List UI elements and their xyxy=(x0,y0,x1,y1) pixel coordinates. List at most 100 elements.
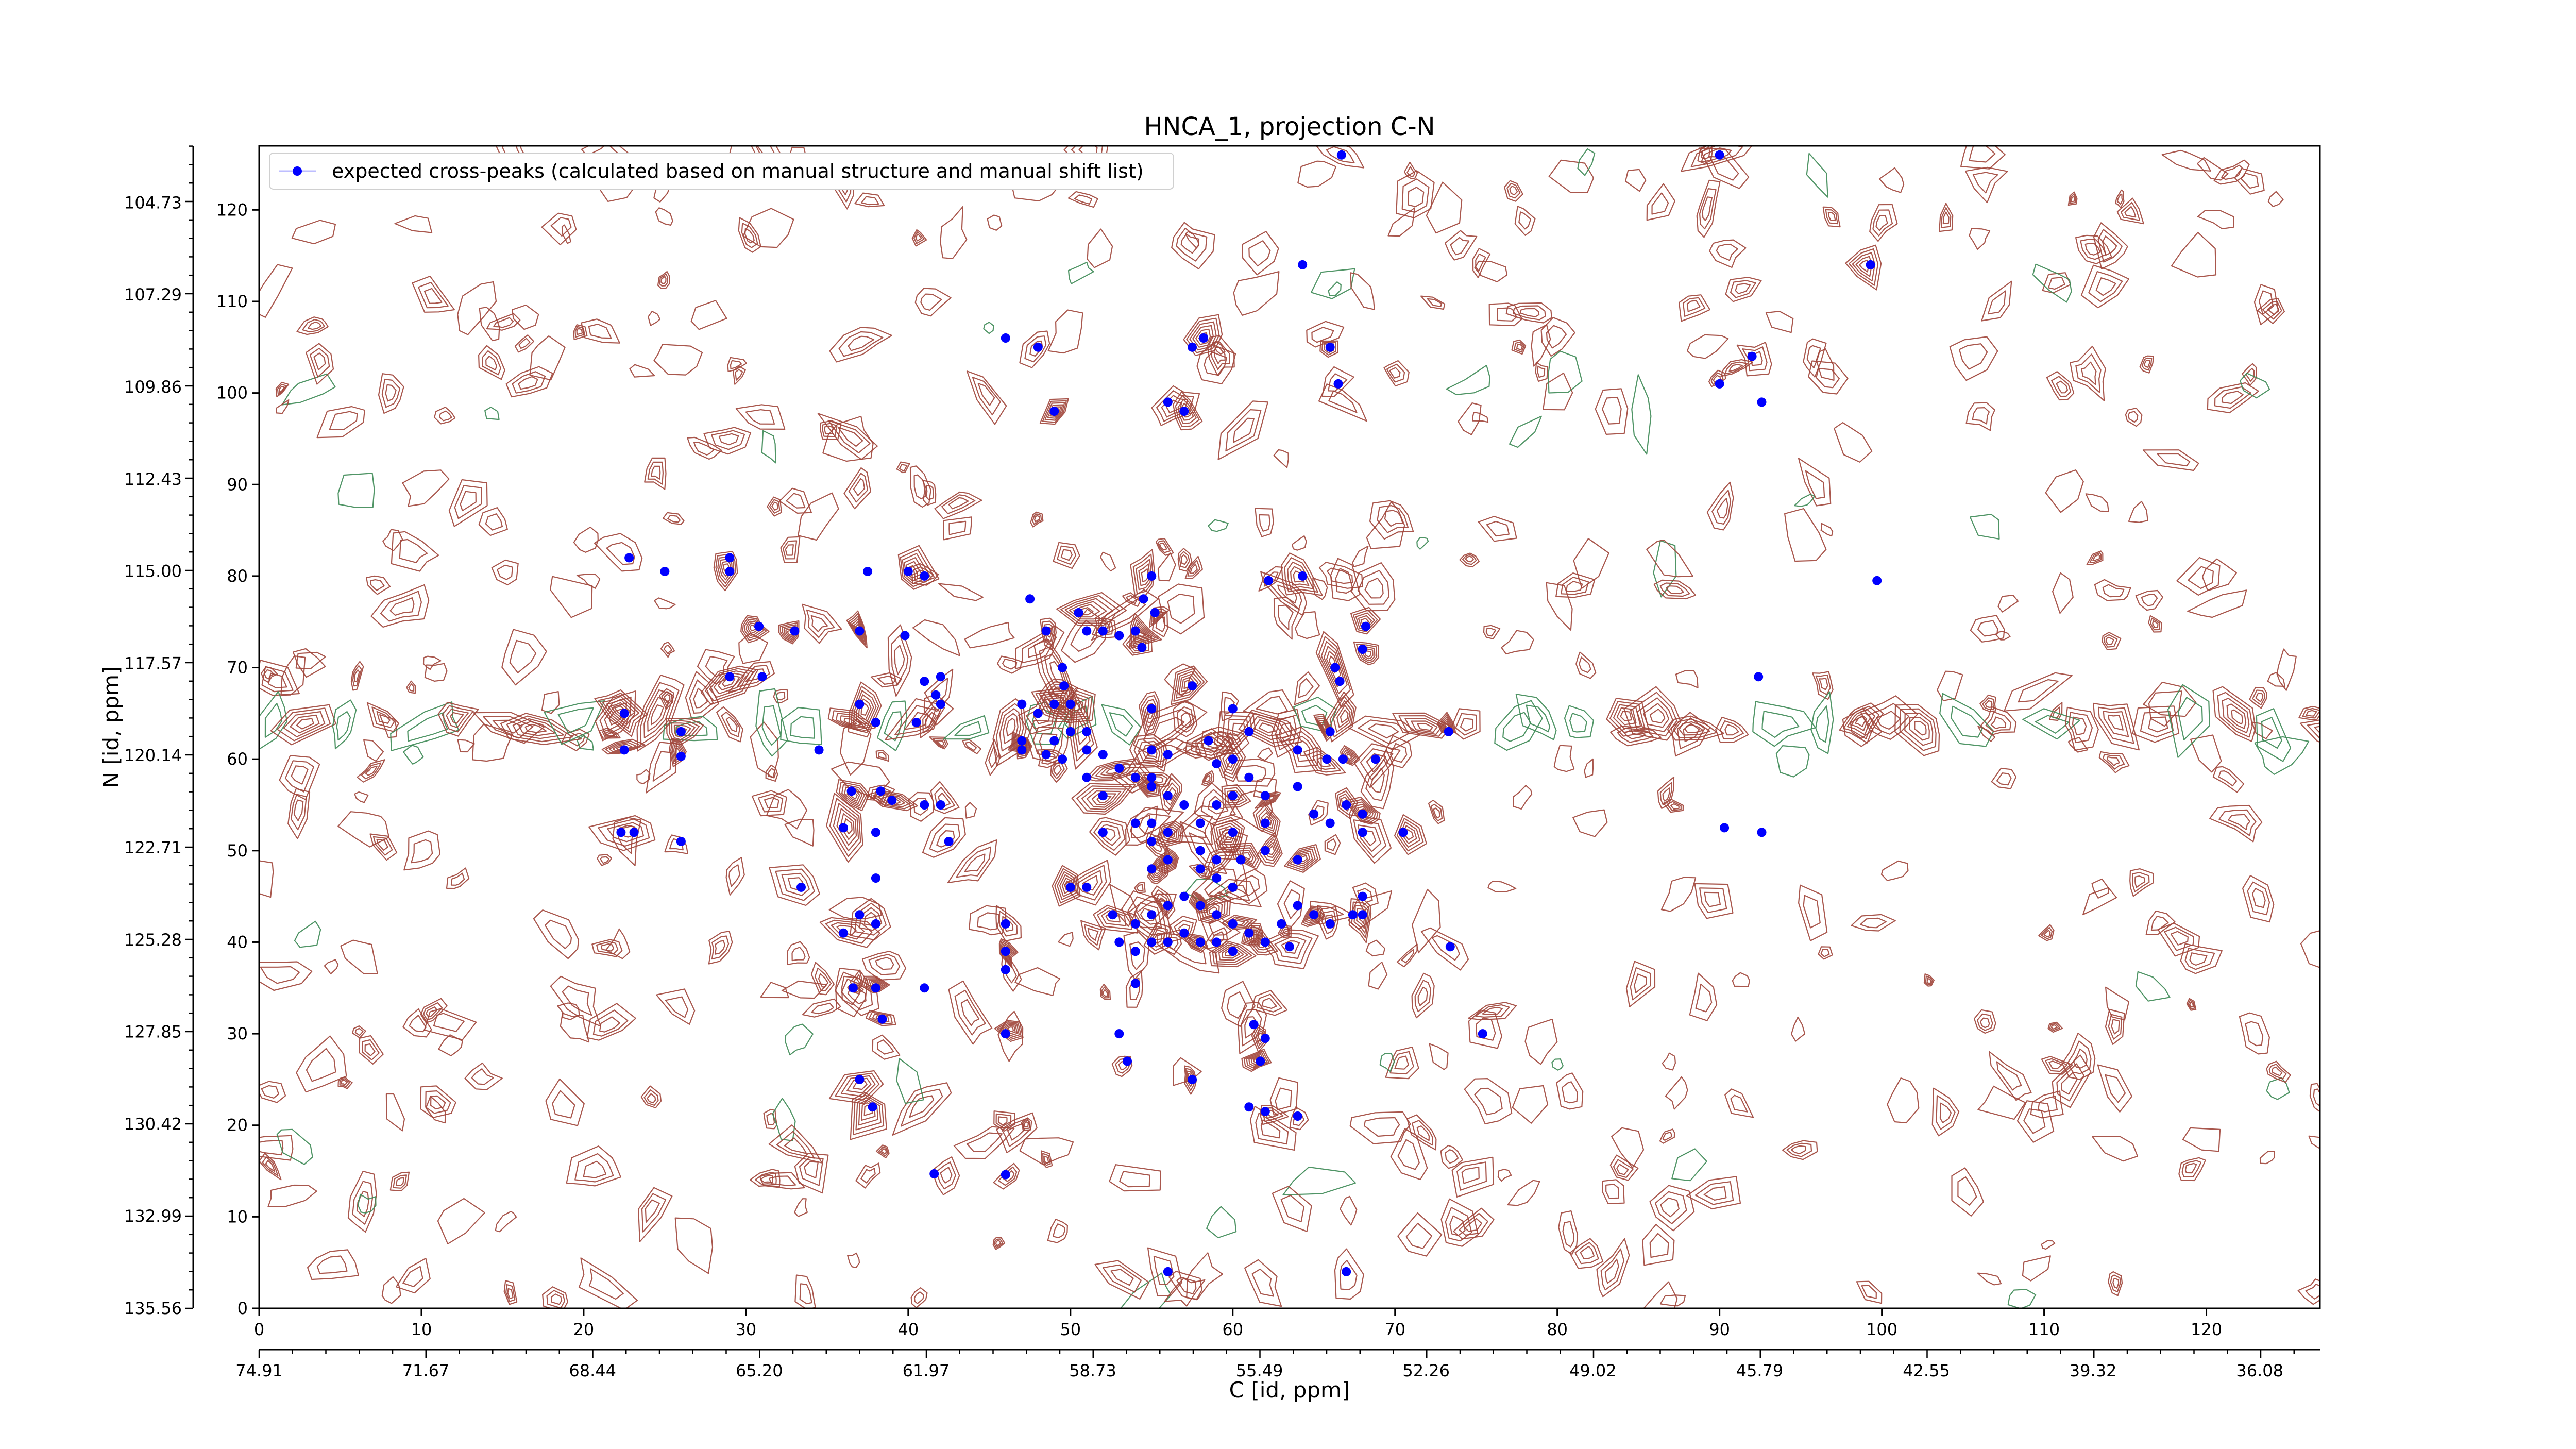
contour-ring xyxy=(2112,1277,2120,1289)
contour-ring xyxy=(896,1058,924,1104)
contour-ring xyxy=(1179,551,1190,568)
contour-ring xyxy=(940,206,968,259)
contour-ring xyxy=(1257,747,1273,761)
contour-ring xyxy=(2004,672,2073,712)
x-tick-label: 70 xyxy=(1384,1320,1405,1339)
contour-ring xyxy=(2116,193,2123,205)
contour-ring xyxy=(1389,367,1401,379)
contour-ring xyxy=(1187,560,1200,577)
contour-ring xyxy=(1057,871,1077,900)
contour-ring xyxy=(977,383,995,406)
contour-ring xyxy=(382,529,403,551)
contour-ring xyxy=(2093,222,2128,269)
contour-ring xyxy=(1996,772,2012,786)
contour-ring xyxy=(844,786,863,804)
contour-ring xyxy=(409,1015,427,1033)
contour-ring xyxy=(2030,1090,2064,1119)
contour-ring xyxy=(1355,644,1378,664)
contour-ring xyxy=(850,685,879,733)
contour-ring xyxy=(1851,914,1896,932)
contour-ring xyxy=(1502,712,1532,742)
contour-ring xyxy=(1175,395,1200,427)
contour-ring xyxy=(1326,146,1355,163)
contour-ring xyxy=(2197,210,2234,229)
contour-ring xyxy=(316,406,365,439)
contour-ring xyxy=(2108,1271,2123,1296)
contour-ring xyxy=(1173,700,1198,737)
contour-ring xyxy=(380,591,422,622)
contour-ring xyxy=(1679,721,1710,736)
contour-ring xyxy=(966,370,1007,425)
contour-ring xyxy=(1076,785,1131,813)
contour-ring xyxy=(1431,935,1460,961)
contour-ring xyxy=(657,271,670,289)
contour-ring xyxy=(259,691,288,750)
contour-ring xyxy=(1446,365,1490,395)
contour-ring xyxy=(1894,704,1940,756)
cross-peak xyxy=(1130,947,1140,956)
cross-peak xyxy=(1228,947,1238,956)
cross-peak xyxy=(676,837,686,846)
contour-ring xyxy=(685,671,720,719)
contour-ring xyxy=(1507,1180,1540,1206)
contour-ring xyxy=(394,215,433,233)
cross-peak xyxy=(1444,727,1453,736)
contour-ring xyxy=(705,656,728,677)
cross-peak xyxy=(1049,407,1059,416)
contour-ring xyxy=(450,872,465,886)
contour-ring xyxy=(2115,189,2125,209)
contour-ring xyxy=(2213,159,2250,185)
contour-ring xyxy=(1701,147,1732,163)
contour-ring xyxy=(1389,1051,1414,1075)
contour-ring xyxy=(647,461,664,485)
contour-ring xyxy=(1215,944,1248,963)
contour-ring xyxy=(1365,939,1385,957)
cross-peak xyxy=(1228,882,1238,892)
contour-ring xyxy=(1087,228,1113,268)
contour-ring xyxy=(994,1238,1004,1249)
contour-ring xyxy=(1609,701,1646,733)
y-axis-ppm: 135.56132.99130.42127.85125.28122.71120.… xyxy=(124,145,194,1318)
contour-ring xyxy=(997,655,1022,674)
contour-ring xyxy=(2045,1058,2068,1072)
contour-ring xyxy=(1109,712,1133,737)
contour-ring xyxy=(1703,1186,1727,1201)
contour-ring xyxy=(1949,336,1998,381)
contour-ring xyxy=(763,1108,777,1130)
contour-ring xyxy=(1604,1258,1619,1284)
contour-ring xyxy=(1690,146,1743,167)
contour-ring xyxy=(1180,712,1192,728)
contour-ring xyxy=(1951,1167,1984,1217)
contour-ring xyxy=(1646,183,1675,221)
contour-ring xyxy=(1875,215,1888,231)
contour-ring xyxy=(309,347,330,378)
contour-ring xyxy=(2142,449,2199,471)
contour-ring xyxy=(1258,566,1283,592)
cross-peak xyxy=(1293,745,1302,755)
contour-ring xyxy=(996,1021,1022,1040)
contour-ring xyxy=(1816,367,1840,389)
contour-ring xyxy=(1213,732,1246,782)
contour-ring xyxy=(2226,703,2247,729)
contour-ring xyxy=(1171,222,1215,269)
contour-ring xyxy=(1061,609,1107,663)
contour-ring xyxy=(454,485,482,519)
contour-ring xyxy=(787,941,810,965)
contour-ring xyxy=(306,1048,336,1082)
contour-ring xyxy=(1103,989,1108,997)
contour-ring xyxy=(1216,737,1243,779)
contour-ring xyxy=(1157,540,1171,553)
contour-ring xyxy=(785,544,794,556)
contour-ring xyxy=(648,311,660,326)
contour-ring xyxy=(1501,630,1534,655)
contour-ring xyxy=(2255,692,2264,702)
contour-ring xyxy=(733,365,746,385)
contour-ring xyxy=(904,712,929,730)
contour-ring xyxy=(1356,908,1367,929)
cross-peak xyxy=(871,828,880,837)
contour-ring xyxy=(948,497,969,510)
contour-ring xyxy=(1357,824,1382,852)
cross-peak xyxy=(629,828,639,837)
contour-ring xyxy=(660,642,675,658)
contour-ring xyxy=(385,1093,405,1132)
